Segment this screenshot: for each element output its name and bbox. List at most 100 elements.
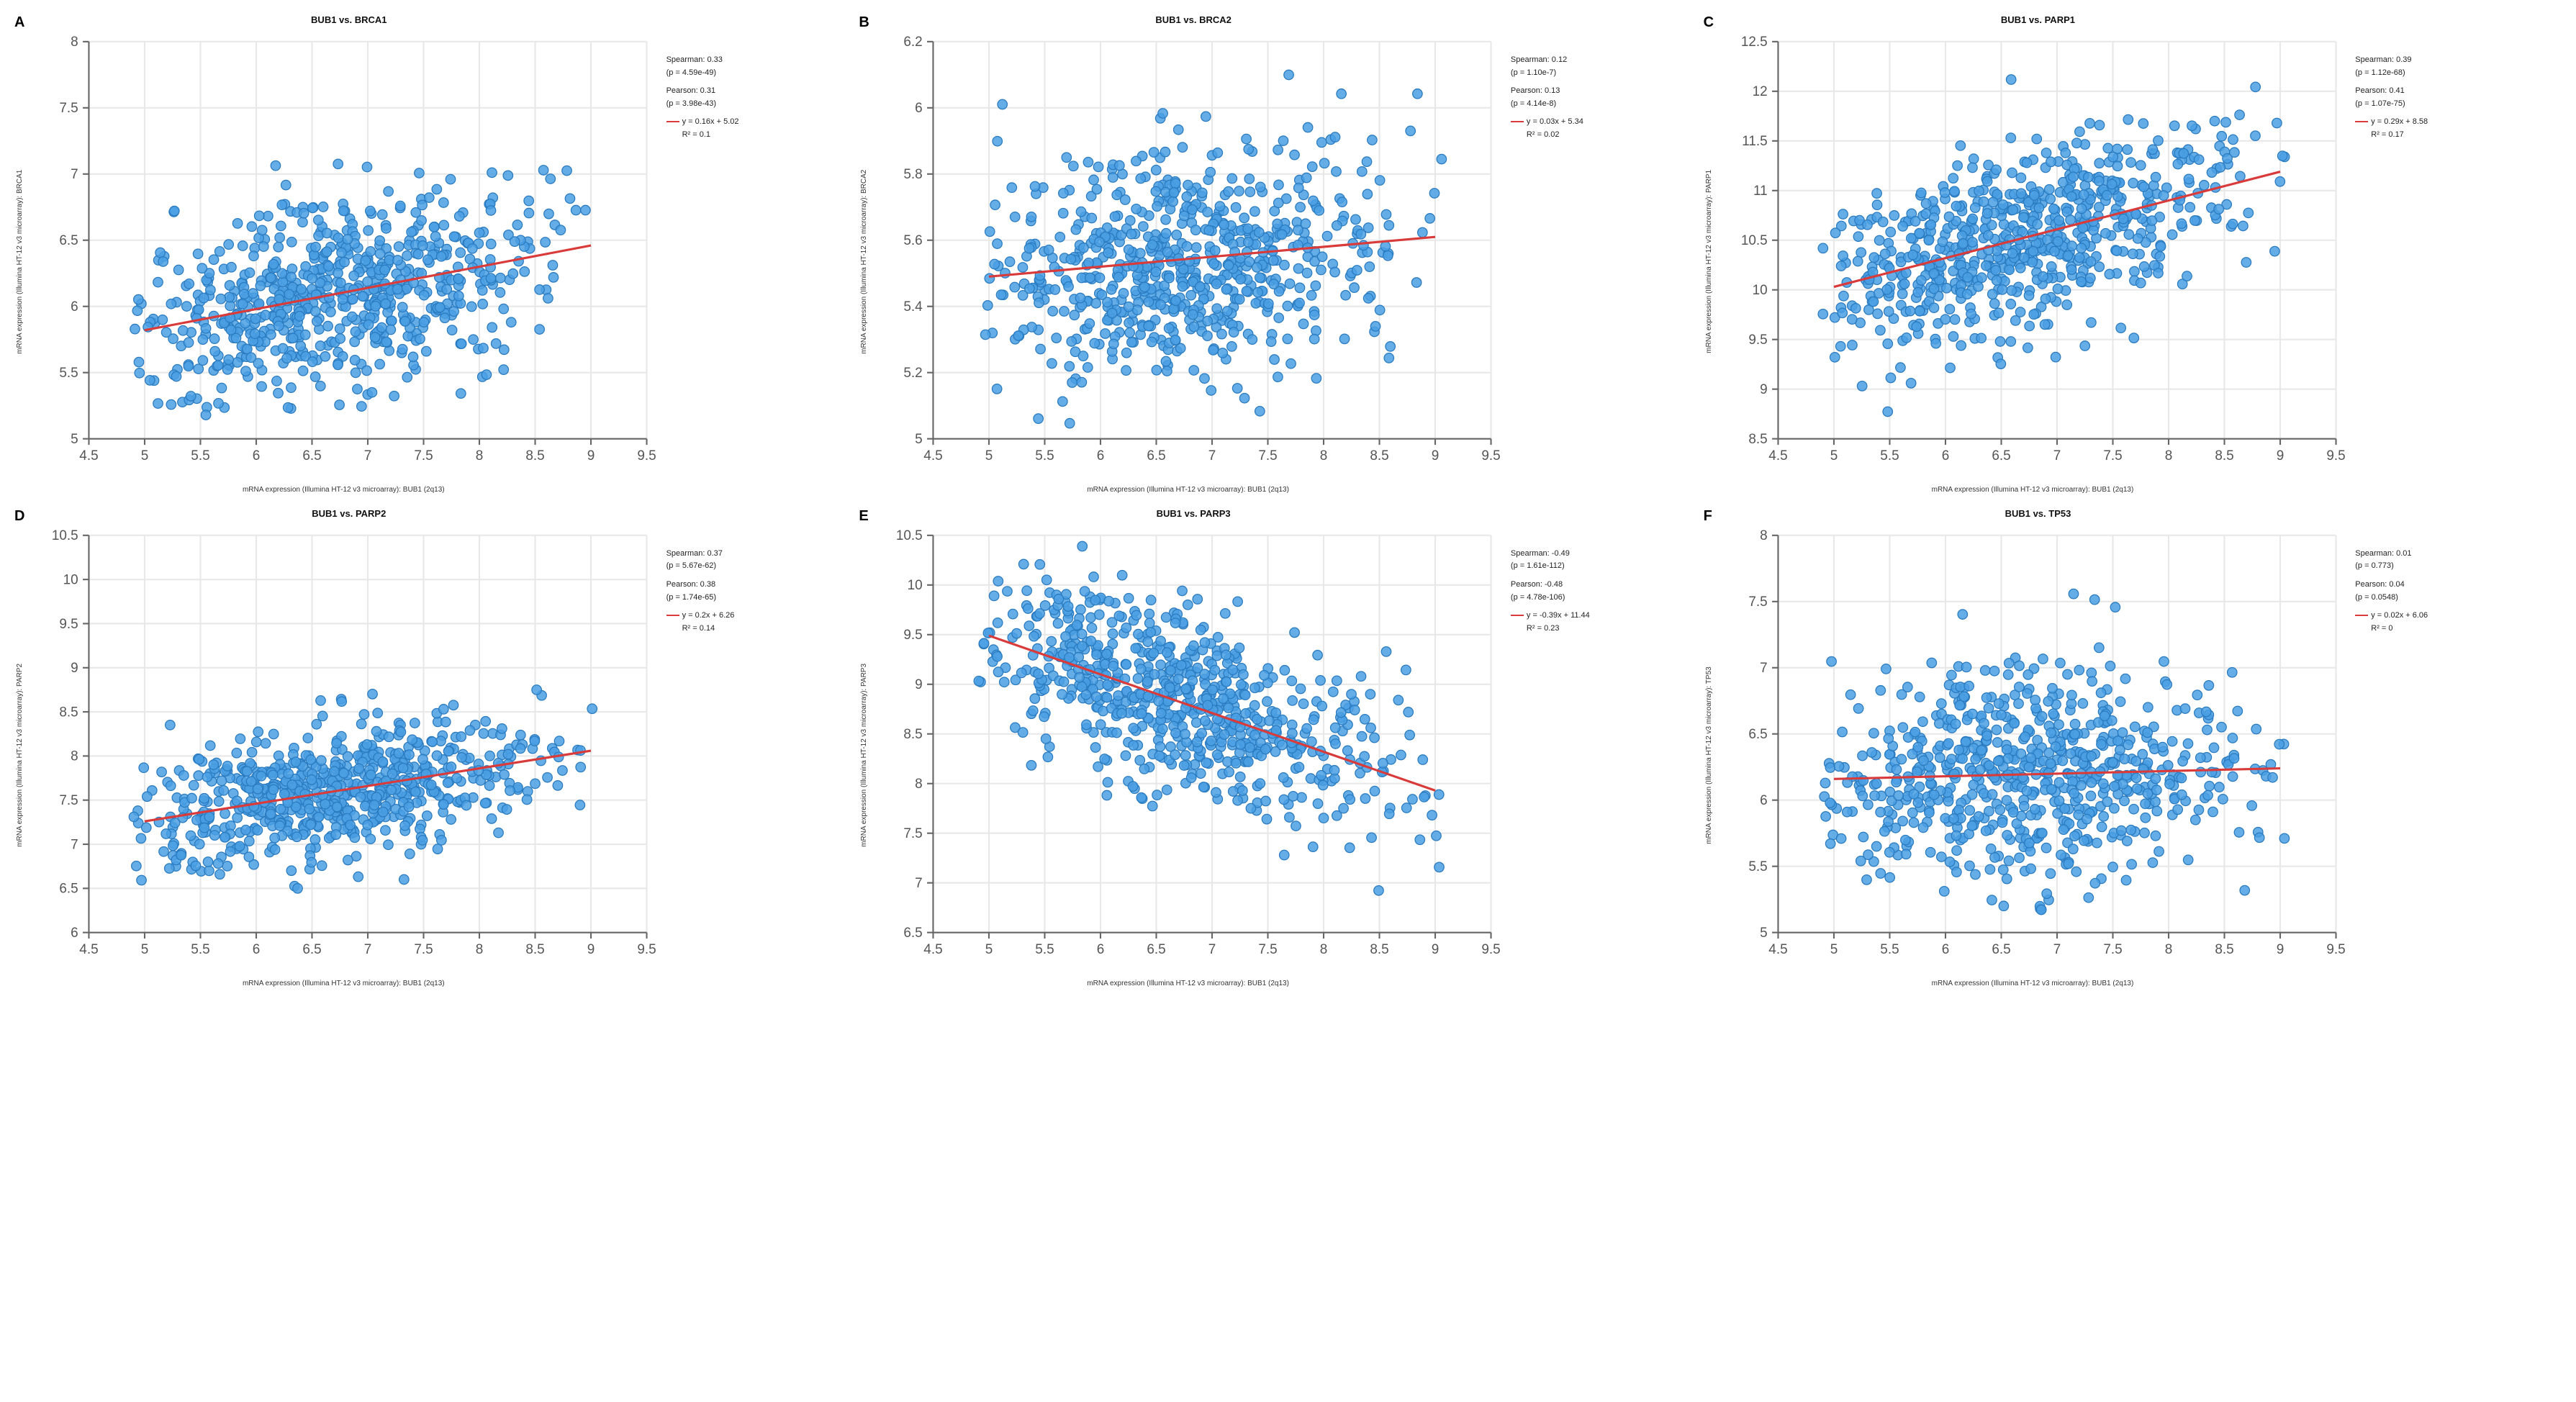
regression-equation: y = 0.29x + 8.58 [2355,116,2531,129]
svg-text:4.5: 4.5 [924,448,943,463]
svg-text:9.5: 9.5 [2326,448,2345,463]
svg-text:5.2: 5.2 [904,366,923,381]
spearman-p: (p = 4.59e-49) [666,67,842,80]
r-squared: R² = 0.02 [1511,129,1686,142]
svg-text:8: 8 [71,35,78,50]
svg-text:4.5: 4.5 [79,448,98,463]
svg-text:9.5: 9.5 [59,617,78,632]
svg-text:10: 10 [1752,283,1767,298]
pearson-value: Pearson: -0.48 [1511,579,1686,592]
svg-text:5.5: 5.5 [1880,942,1899,957]
x-axis-label: mRNA expression (Illumina HT-12 v3 micro… [1714,486,2351,494]
svg-text:4.5: 4.5 [1768,942,1787,957]
pearson-p: (p = 1.07e-75) [2355,98,2531,111]
chart-title: BUB1 vs. PARP1 [1725,14,2351,25]
svg-text:6.5: 6.5 [1992,942,2010,957]
svg-text:7.5: 7.5 [59,793,78,808]
svg-text:5: 5 [71,432,78,447]
spearman-p: (p = 1.61e-112) [1511,560,1686,573]
scatter-plot: 4.555.566.577.588.599.5 66.577.588.599.5… [25,523,662,978]
panel-F: F BUB1 vs. TP53 mRNA expression (Illumin… [1704,508,2534,987]
x-axis-label: mRNA expression (Illumina HT-12 v3 micro… [1714,980,2351,987]
svg-text:6.5: 6.5 [1992,448,2010,463]
pearson-value: Pearson: 0.04 [2355,579,2531,592]
svg-text:12.5: 12.5 [1741,35,1768,50]
stats-block: Spearman: 0.12 (p = 1.10e-7) Pearson: 0.… [1506,14,1689,494]
chart-title: BUB1 vs. PARP3 [880,508,1506,519]
y-ticks: 66.577.588.599.51010.5 [52,528,89,941]
svg-text:7.5: 7.5 [1748,594,1767,610]
pearson-value: Pearson: 0.13 [1511,85,1686,98]
stats-block: Spearman: 0.33 (p = 4.59e-49) Pearson: 0… [662,14,845,494]
spearman-value: Spearman: 0.37 [666,548,842,561]
regression-equation: y = -0.39x + 11.44 [1511,610,1686,623]
panel-letter: E [859,508,868,525]
svg-text:5: 5 [985,448,993,463]
x-ticks: 4.555.566.577.588.599.5 [1768,933,2345,957]
svg-text:5: 5 [141,942,149,957]
svg-text:6.5: 6.5 [59,882,78,897]
svg-text:6.5: 6.5 [1147,942,1166,957]
svg-text:10.5: 10.5 [896,528,923,543]
svg-text:7.5: 7.5 [2103,942,2122,957]
svg-text:9: 9 [2276,448,2284,463]
svg-text:8: 8 [2164,942,2172,957]
svg-text:7: 7 [71,837,78,852]
svg-text:6.5: 6.5 [1147,448,1166,463]
y-ticks: 8.599.51010.51111.51212.5 [1741,35,1779,447]
y-axis-label: mRNA expression (Illumina HT-12 v3 micro… [14,523,25,987]
svg-text:4.5: 4.5 [1768,448,1787,463]
svg-text:8: 8 [476,942,484,957]
x-axis-label: mRNA expression (Illumina HT-12 v3 micro… [25,486,662,494]
r-squared: R² = 0.1 [666,129,842,142]
stats-block: Spearman: -0.49 (p = 1.61e-112) Pearson:… [1506,508,1689,987]
svg-text:9.5: 9.5 [1482,942,1501,957]
svg-text:5: 5 [1830,448,1838,463]
svg-text:7.5: 7.5 [414,448,433,463]
y-ticks: 55.566.577.58 [59,35,89,447]
panel-letter: C [1704,14,1714,31]
panel-letter: B [859,14,869,31]
pearson-value: Pearson: 0.38 [666,579,842,592]
regression-equation: y = 0.2x + 6.26 [666,610,842,623]
spearman-value: Spearman: -0.49 [1511,548,1686,561]
spearman-value: Spearman: 0.33 [666,54,842,67]
y-axis-label: mRNA expression (Illumina HT-12 v3 micro… [1704,30,1714,494]
x-axis-label: mRNA expression (Illumina HT-12 v3 micro… [869,980,1506,987]
svg-text:8: 8 [71,749,78,764]
svg-text:9.5: 9.5 [1748,333,1767,348]
x-ticks: 4.555.566.577.588.599.5 [1768,439,2345,463]
scatter-plot: 4.555.566.577.588.599.5 8.599.51010.5111… [1714,30,2351,484]
svg-text:8.5: 8.5 [525,448,544,463]
svg-text:9: 9 [916,677,923,692]
x-ticks: 4.555.566.577.588.599.5 [924,933,1501,957]
svg-text:11.5: 11.5 [1742,134,1767,149]
svg-text:6: 6 [253,448,261,463]
svg-text:4.5: 4.5 [79,942,98,957]
svg-text:7: 7 [2053,942,2061,957]
svg-text:6: 6 [253,942,261,957]
pearson-value: Pearson: 0.31 [666,85,842,98]
svg-text:8.5: 8.5 [2215,942,2233,957]
svg-text:7: 7 [364,942,372,957]
svg-text:9.5: 9.5 [637,448,656,463]
y-ticks: 55.25.45.65.866.2 [904,35,934,447]
svg-text:12: 12 [1752,84,1767,99]
regression-line-icon [2355,121,2368,122]
svg-text:5.4: 5.4 [904,299,923,315]
scatter-plot: 4.555.566.577.588.599.5 6.577.588.599.51… [869,523,1506,978]
y-axis-label: mRNA expression (Illumina HT-12 v3 micro… [14,30,25,494]
y-axis-label: mRNA expression (Illumina HT-12 v3 micro… [859,30,869,494]
regression-line-icon [666,615,679,616]
svg-text:9.5: 9.5 [904,628,923,643]
svg-text:7.5: 7.5 [1259,448,1278,463]
svg-text:5.5: 5.5 [191,448,209,463]
x-axis-label: mRNA expression (Illumina HT-12 v3 micro… [869,486,1506,494]
svg-text:9: 9 [587,448,595,463]
pearson-p: (p = 4.78e-106) [1511,592,1686,605]
svg-text:5.5: 5.5 [59,366,78,381]
svg-text:8: 8 [1320,942,1328,957]
svg-text:5.5: 5.5 [1748,859,1767,874]
spearman-p: (p = 0.773) [2355,560,2531,573]
svg-text:6: 6 [71,926,78,941]
